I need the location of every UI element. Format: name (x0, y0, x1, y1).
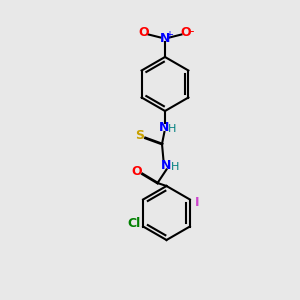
Text: O: O (139, 26, 149, 40)
Text: O: O (132, 164, 142, 178)
Text: N: N (160, 32, 170, 46)
Text: +: + (165, 29, 172, 40)
Text: -: - (190, 25, 194, 38)
Text: Cl: Cl (128, 217, 141, 230)
Text: H: H (168, 124, 177, 134)
Text: O: O (181, 26, 191, 40)
Text: N: N (159, 121, 170, 134)
Text: H: H (170, 161, 179, 172)
Text: S: S (136, 128, 145, 142)
Text: I: I (195, 196, 200, 209)
Text: N: N (160, 158, 171, 172)
